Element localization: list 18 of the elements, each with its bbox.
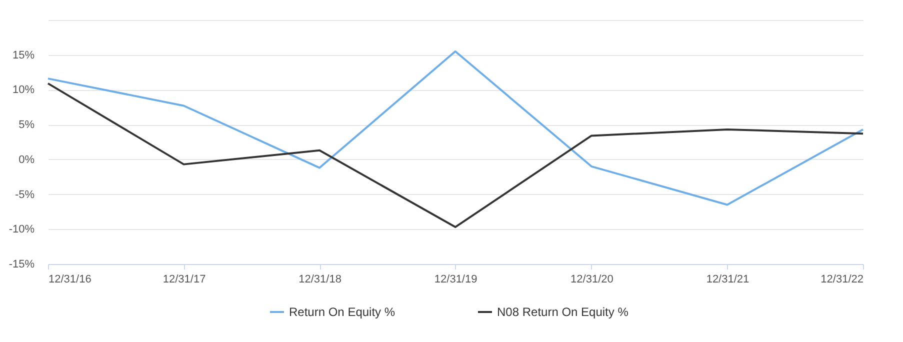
x-tick-label: 12/31/19 (434, 274, 478, 286)
x-tick-label: 12/31/20 (570, 274, 614, 286)
y-tick-label: 5% (18, 119, 35, 132)
line-series (47, 82, 864, 228)
x-tick-label: 12/31/21 (706, 274, 750, 286)
y-tick-label: -10% (8, 224, 35, 236)
legend-label: Return On Equity % (289, 305, 396, 319)
y-tick-label: 0% (18, 154, 35, 166)
x-tick-label: 12/31/16 (48, 274, 92, 286)
legend-label: N08 Return On Equity % (497, 305, 629, 319)
line-series (47, 50, 864, 206)
y-tick-label: -15% (8, 258, 35, 270)
x-tick-label: 12/31/18 (298, 274, 342, 286)
x-tick-label: 12/31/17 (162, 274, 206, 286)
y-tick-label: 15% (12, 49, 35, 62)
y-tick-label: 10% (12, 84, 35, 96)
y-tick-label: -5% (14, 188, 35, 201)
x-tick-label: 12/31/22 (820, 274, 864, 286)
